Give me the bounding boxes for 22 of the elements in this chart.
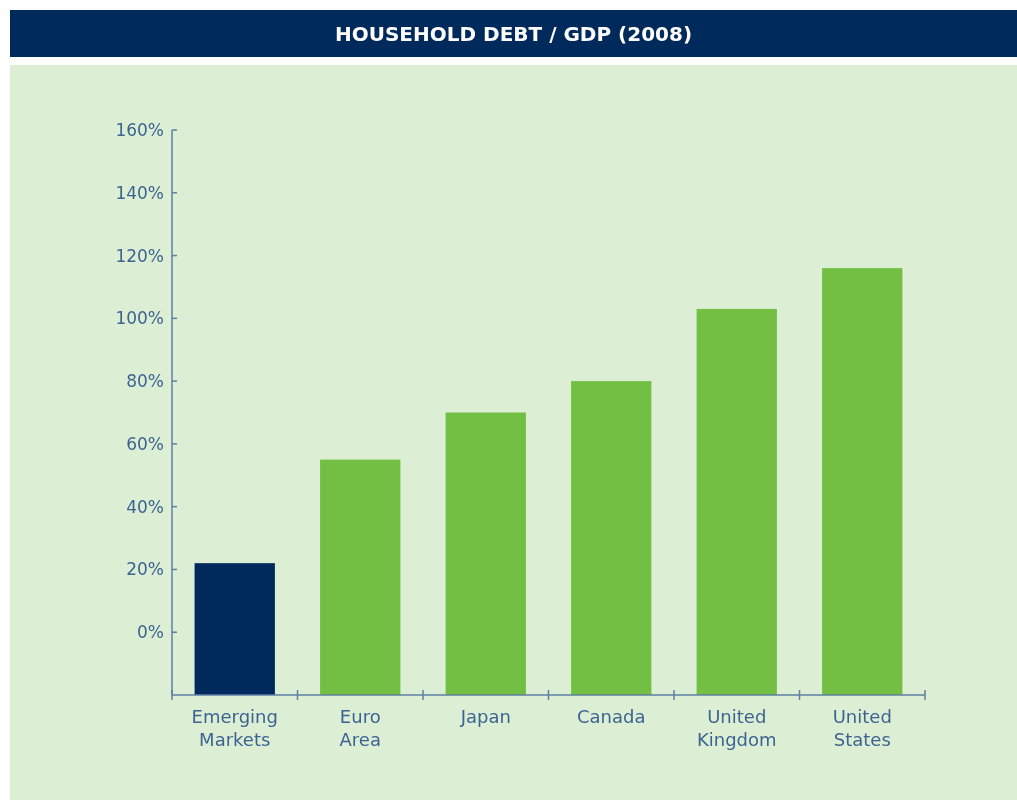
bar [445, 412, 526, 695]
x-tick-label: Canada [577, 706, 646, 727]
y-tick-label: 0% [137, 622, 164, 643]
x-tick-label: Euro Area [339, 706, 381, 750]
bar [571, 381, 652, 695]
y-tick-label: 60% [126, 433, 164, 454]
x-tick-label: Japan [459, 706, 511, 727]
x-tick-label: United Kingdom [696, 706, 777, 750]
chart-title: HOUSEHOLD DEBT / GDP (2008) [334, 22, 693, 46]
y-tick-label: 100% [115, 308, 164, 329]
bar [320, 459, 401, 695]
y-tick-label: 120% [115, 245, 164, 266]
bar [822, 268, 903, 695]
y-tick-label: 160% [115, 119, 164, 140]
bar [696, 308, 777, 695]
y-tick-label: 40% [126, 496, 164, 517]
x-tick-label: Emerging Markets [191, 706, 278, 750]
y-tick-label: 80% [126, 371, 164, 392]
bar [194, 563, 275, 695]
x-tick-label: United States [832, 706, 892, 750]
y-tick-label: 20% [126, 559, 164, 580]
y-tick-label: 140% [115, 182, 164, 203]
